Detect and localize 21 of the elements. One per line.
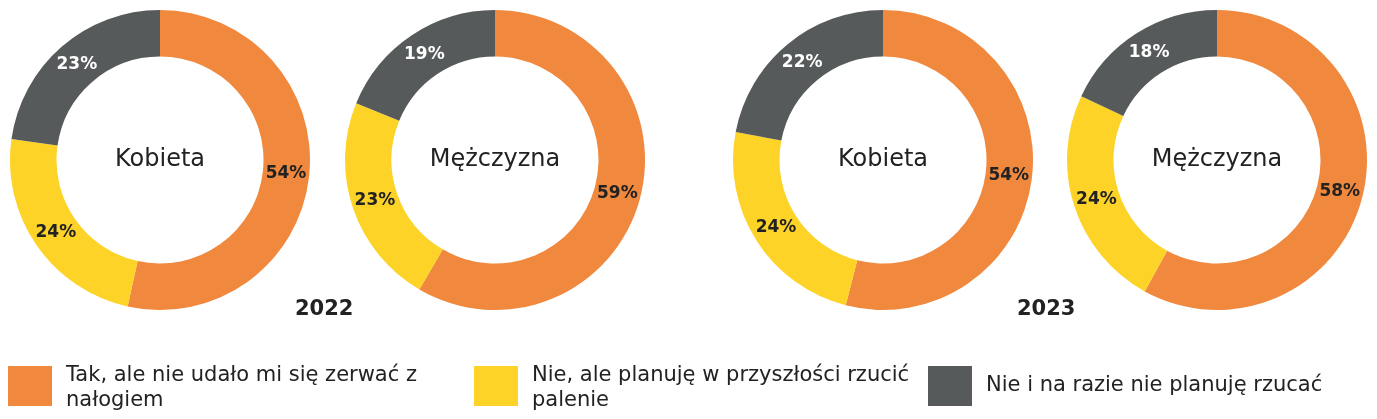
text: Kobieta: [837, 144, 929, 173]
data-label: 19%: [404, 43, 445, 64]
data-label: 24%: [755, 216, 797, 237]
data-label: 18%: [1128, 41, 1170, 62]
data-label: 24%: [1076, 187, 1117, 208]
data-label: 59%: [596, 181, 638, 202]
data-label: 54%: [988, 164, 1030, 185]
legend-label: Nie, ale planuję w przyszłości rzucić palenie: [532, 362, 911, 412]
text: Mężczyzna: [429, 144, 561, 173]
legend-label: Nie i na razie nie planuję rzucać: [986, 372, 1323, 397]
data-label: 23%: [56, 52, 98, 73]
text: 2022: [295, 296, 354, 320]
data-label: 24%: [35, 220, 77, 241]
data-label: 58%: [1319, 179, 1361, 200]
legend-label: Tak, ale nie udało mi się zerwać z nałogiem: [66, 362, 418, 412]
data-label: 54%: [265, 162, 307, 183]
text: Mężczyzna: [1151, 144, 1283, 173]
data-label: 23%: [354, 189, 396, 210]
text: Kobieta: [114, 144, 206, 173]
text: 2023: [1017, 296, 1076, 320]
data-label: 22%: [781, 50, 823, 71]
